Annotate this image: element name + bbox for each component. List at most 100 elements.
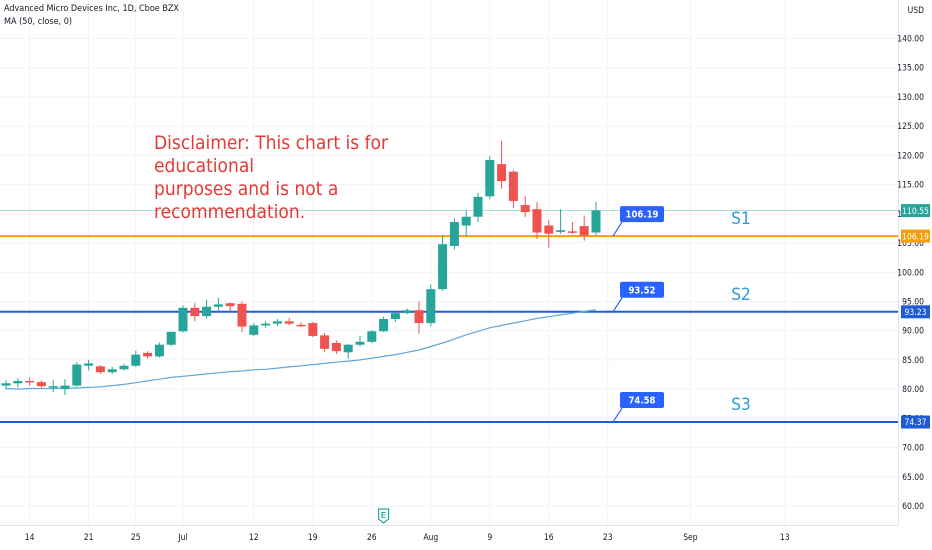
callout-value: 93.52: [628, 285, 655, 296]
candle-body: [72, 364, 82, 386]
time-tick-label: Sep: [683, 533, 698, 543]
candle: [166, 331, 176, 346]
price-tick-label: 85.00: [902, 356, 924, 366]
candle-body: [355, 341, 365, 345]
candle: [84, 359, 94, 371]
price-tick-label: 130.00: [897, 93, 924, 103]
candle: [520, 196, 530, 217]
candle-body: [154, 344, 164, 357]
candle: [567, 221, 577, 235]
time-tick-label: 12: [249, 533, 259, 543]
ma-50-line: [5, 309, 597, 390]
candle-body: [261, 323, 271, 326]
candle-body: [143, 352, 153, 357]
earnings-marker[interactable]: E: [378, 508, 390, 524]
time-tick-label: 13: [780, 533, 790, 543]
earnings-icon[interactable]: [378, 508, 390, 524]
candle: [36, 380, 46, 388]
callout-box[interactable]: [620, 392, 664, 409]
time-tick-label: 23: [603, 533, 613, 543]
candle: [426, 284, 436, 327]
candle: [508, 169, 518, 208]
currency-label: USD: [908, 6, 924, 16]
candle-body: [343, 344, 353, 353]
candle-body: [60, 385, 70, 390]
candle-body: [119, 365, 129, 370]
level-badge-s2: 93.23: [905, 308, 927, 318]
candle: [320, 333, 330, 352]
candlestick-series: [1, 140, 601, 395]
candle: [556, 209, 566, 234]
candle-body: [461, 216, 471, 226]
candle: [72, 362, 82, 387]
level-badge-s1: 106.19: [902, 232, 929, 242]
candle: [131, 350, 141, 367]
price-tick-label: 95.00: [902, 297, 924, 307]
callout-box[interactable]: [620, 281, 664, 298]
price-axis[interactable]: 60.0065.0070.0075.0080.0085.0090.0095.00…: [897, 0, 932, 550]
candle: [25, 377, 35, 386]
candle: [60, 379, 70, 395]
candle: [95, 365, 105, 374]
candle-body: [426, 289, 436, 324]
candle: [272, 319, 282, 327]
price-tick-label: 125.00: [897, 122, 924, 132]
candle-body: [107, 369, 117, 373]
candle-body: [131, 354, 141, 366]
callout-value: 106.19: [626, 210, 659, 221]
candle: [13, 378, 23, 388]
candle-body: [591, 210, 601, 233]
candle: [449, 218, 459, 250]
candle-body: [190, 307, 200, 317]
candle: [107, 366, 117, 374]
candle-body: [95, 366, 105, 373]
candle: [154, 342, 164, 358]
candle: [532, 202, 542, 239]
indicator-legend[interactable]: MA (50, close, 0): [4, 17, 73, 27]
candle-body: [485, 160, 495, 197]
candle-body: [284, 321, 294, 324]
price-tick-label: 120.00: [897, 151, 924, 161]
candle-body: [202, 306, 212, 317]
candle-body: [25, 380, 35, 383]
candle-body: [48, 386, 58, 388]
earnings-letter: E: [381, 511, 387, 520]
candle-body: [414, 310, 424, 324]
candle-body: [272, 321, 282, 324]
candle: [461, 210, 471, 237]
candle: [237, 301, 247, 332]
candle: [178, 305, 188, 333]
candle: [497, 140, 507, 189]
candle: [48, 380, 58, 393]
candle-body: [449, 221, 459, 246]
callout-pointer: [612, 297, 623, 313]
price-tick-label: 135.00: [897, 64, 924, 74]
price-tick-label: 100.00: [897, 268, 924, 278]
time-tick-label: 16: [544, 533, 554, 543]
callout-box[interactable]: [620, 206, 664, 223]
price-tick-label: 70.00: [902, 444, 924, 454]
candle: [544, 219, 554, 248]
candle-body: [579, 226, 589, 236]
time-tick-label: 25: [131, 533, 141, 543]
time-axis[interactable]: 14 21 25 Jul 12 19 26 Aug 9 16 23 Sep 13: [0, 525, 898, 550]
candle: [331, 340, 341, 355]
level-label-s1: S1: [731, 209, 750, 229]
candle-body: [567, 231, 577, 233]
level-label-s2: S2: [731, 285, 750, 305]
price-axis-bg: [898, 0, 932, 550]
time-tick-label: 19: [308, 533, 318, 543]
candle-body: [296, 324, 306, 327]
level-callouts[interactable]: 106.19 93.52 74.58: [612, 206, 664, 423]
last-price-badge-bg: [901, 204, 930, 218]
candle-body: [213, 304, 223, 307]
candle-body: [508, 171, 518, 201]
candle-body: [178, 307, 188, 332]
time-axis-bg: [0, 525, 898, 550]
candle-body: [237, 303, 247, 327]
time-tick-label: Jul: [177, 533, 187, 543]
level-badge-s3: 74.37: [905, 418, 927, 428]
candle: [402, 308, 412, 315]
callout-value: 74.58: [628, 396, 655, 407]
